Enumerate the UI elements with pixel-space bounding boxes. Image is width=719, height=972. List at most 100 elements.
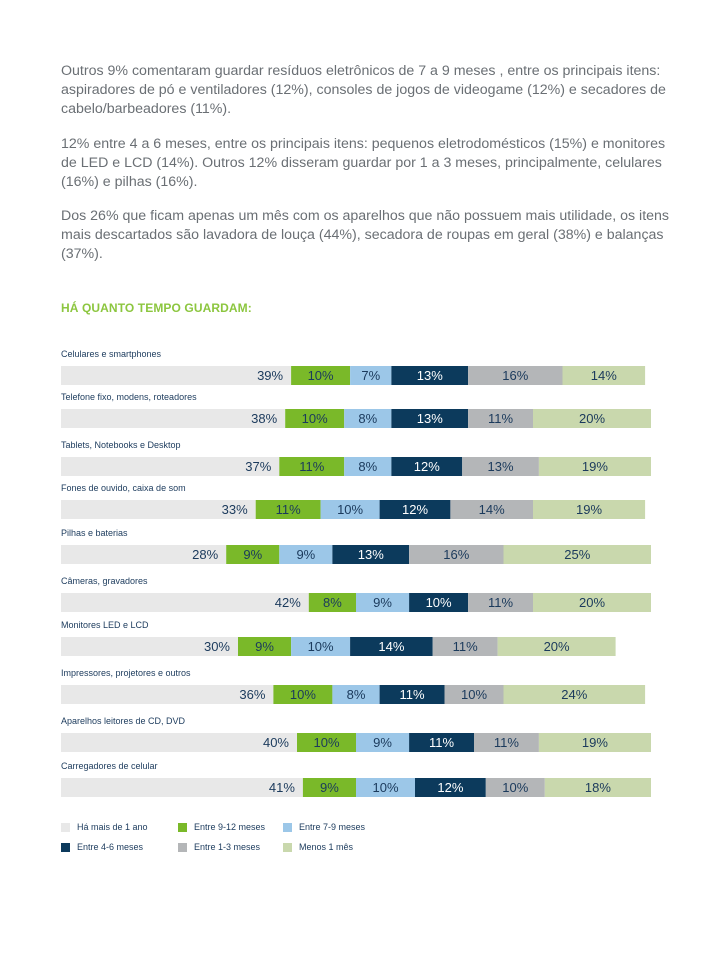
legend-label: Entre 4-6 meses: [77, 842, 144, 852]
data-label: 12%: [402, 502, 428, 517]
category-label: Monitores LED e LCD: [61, 620, 149, 630]
data-label: 25%: [564, 547, 590, 562]
data-label: 38%: [251, 411, 277, 426]
data-label: 11%: [453, 639, 478, 654]
category-label: Pilhas e baterias: [61, 528, 128, 538]
bar-segment: [61, 500, 256, 519]
bar-segment: [468, 593, 533, 612]
data-label: 37%: [245, 459, 271, 474]
data-label: 16%: [502, 368, 528, 383]
data-label: 10%: [290, 687, 316, 702]
bar-segment: [533, 500, 646, 519]
bar-segment: [356, 733, 410, 752]
legend-item: Entre 9-12 meses: [178, 822, 265, 832]
bar-segment: [432, 637, 498, 656]
bar-segment: [226, 545, 280, 564]
data-label: 20%: [579, 595, 605, 610]
bar-segment: [61, 366, 292, 385]
data-label: 9%: [255, 639, 274, 654]
category-label: Celulares e smartphones: [61, 349, 162, 359]
bar-segment: [291, 637, 351, 656]
data-label: 10%: [502, 780, 528, 795]
bar-segment: [291, 366, 351, 385]
bar-segment: [255, 500, 321, 519]
legend-label: Entre 9-12 meses: [194, 822, 266, 832]
data-label: 9%: [373, 735, 392, 750]
data-label: 10%: [308, 368, 334, 383]
bar-segment: [462, 457, 539, 476]
data-label: 41%: [269, 780, 295, 795]
paragraph-2: 12% entre 4 a 6 meses, entre os principa…: [61, 136, 666, 190]
data-label: 20%: [579, 411, 605, 426]
bar-segment: [391, 457, 463, 476]
bar-segment: [468, 366, 563, 385]
data-label: 7%: [361, 368, 380, 383]
data-label: 11%: [488, 411, 513, 426]
legend-item: Menos 1 mês: [283, 842, 353, 852]
bar-segment: [409, 545, 504, 564]
legend-item: Entre 7-9 meses: [283, 822, 365, 832]
bar-segment: [538, 733, 651, 752]
data-label: 12%: [437, 780, 463, 795]
bar-segment: [503, 685, 646, 704]
legend-label: Entre 1-3 meses: [194, 842, 261, 852]
legend-swatch: [283, 842, 292, 852]
chart-heading: HÁ QUANTO TEMPO GUARDAM:: [61, 301, 252, 315]
legend-swatch: [283, 822, 292, 832]
legend-item: Entre 1-3 meses: [178, 842, 260, 852]
bar-segment: [379, 685, 445, 704]
bar-segment: [485, 778, 545, 797]
bar-segment: [538, 457, 651, 476]
data-label: 11%: [276, 502, 301, 517]
data-label: 14%: [479, 502, 505, 517]
data-label: 10%: [372, 780, 398, 795]
bar-segment: [279, 457, 345, 476]
legend-swatch: [61, 822, 70, 832]
data-label: 19%: [576, 502, 602, 517]
bar-segment: [544, 778, 651, 797]
data-label: 14%: [378, 639, 404, 654]
bar-segment: [61, 733, 297, 752]
category-label: Câmeras, gravadores: [61, 576, 148, 586]
bar-segment: [302, 778, 356, 797]
bar-segment: [356, 778, 415, 797]
category-label: Aparelhos leitores de CD, DVD: [61, 716, 186, 726]
bar-segment: [344, 409, 392, 428]
legend-item: Há mais de 1 ano: [61, 822, 148, 832]
bar-segment: [409, 733, 474, 752]
bar-segment: [61, 457, 280, 476]
category-label: Tablets, Notebooks e Desktop: [61, 440, 181, 450]
data-label: 8%: [323, 595, 342, 610]
legend-label: Entre 7-9 meses: [299, 822, 366, 832]
data-label: 24%: [561, 687, 587, 702]
bar-segment: [61, 685, 274, 704]
data-label: 10%: [302, 411, 328, 426]
bar-segment: [356, 593, 410, 612]
bar-segment: [61, 637, 238, 656]
bar-segment: [450, 500, 533, 519]
data-label: 11%: [400, 687, 425, 702]
bar-segment: [350, 366, 392, 385]
bar-segment: [533, 409, 651, 428]
data-label: 42%: [275, 595, 301, 610]
data-label: 14%: [591, 368, 617, 383]
bar-segment: [391, 409, 469, 428]
bar-segment: [61, 409, 286, 428]
bar-segment: [415, 778, 486, 797]
legend-label: Há mais de 1 ano: [77, 822, 148, 832]
legend-swatch: [178, 842, 187, 852]
data-label: 9%: [296, 547, 315, 562]
data-label: 30%: [204, 639, 230, 654]
data-label: 10%: [426, 595, 452, 610]
bar-segment: [238, 637, 292, 656]
bar-segment: [503, 545, 651, 564]
data-label: 10%: [313, 735, 339, 750]
data-label: 10%: [308, 639, 334, 654]
bar-segment: [444, 685, 504, 704]
bar-segment: [285, 409, 345, 428]
data-label: 19%: [582, 735, 608, 750]
bar-segment: [468, 409, 533, 428]
bar-segment: [61, 593, 309, 612]
data-label: 20%: [544, 639, 570, 654]
bar-segment: [308, 593, 356, 612]
